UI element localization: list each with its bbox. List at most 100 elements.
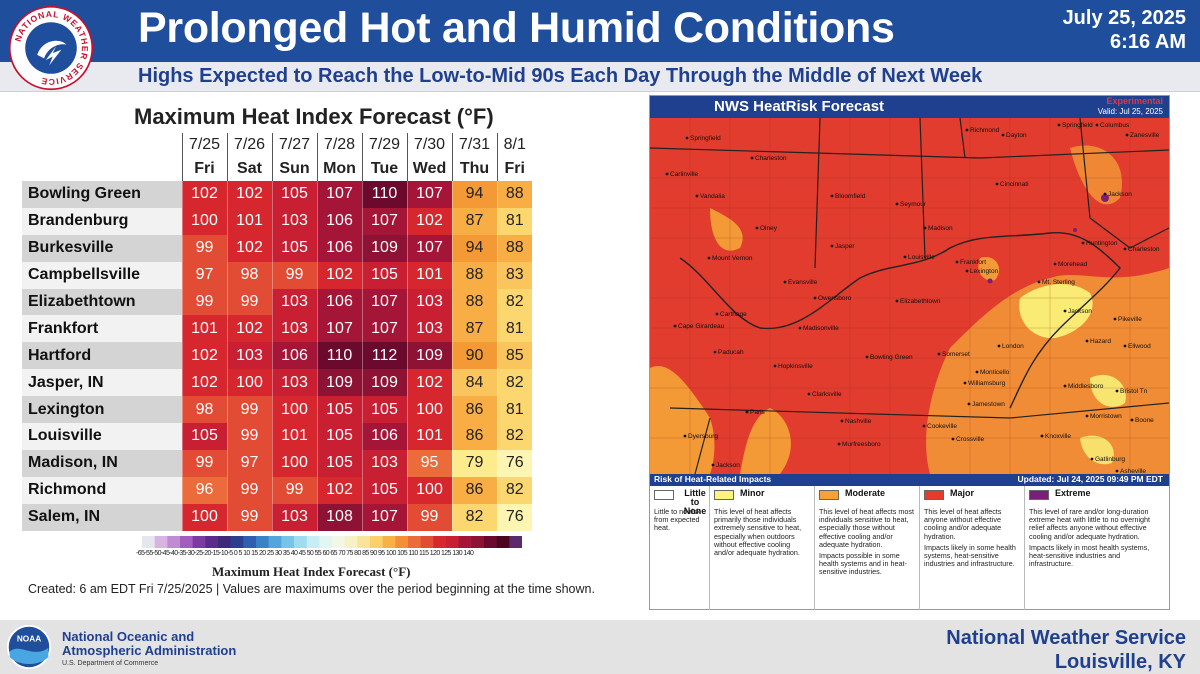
map-city-label: Evansville: [788, 279, 818, 286]
map-valid-date: Valid: Jul 25, 2025: [1097, 107, 1163, 116]
heat-index-value: 105: [271, 181, 317, 208]
legend-swatch: [1029, 490, 1049, 500]
map-title: NWS HeatRisk Forecast: [714, 98, 885, 115]
city-name: Elizabethtown: [22, 288, 182, 316]
legend-header: Minor: [712, 488, 812, 502]
heat-index-value: 99: [271, 476, 317, 504]
map-city-dot: [715, 312, 719, 316]
colorbar-swatch: [319, 536, 333, 548]
colorbar-swatch: [332, 536, 346, 548]
heat-index-value: 102: [181, 181, 227, 208]
map-city-label: Madison: [928, 225, 953, 232]
heat-index-value: 99: [226, 423, 272, 450]
map-city-label: Gatlinburg: [1095, 456, 1125, 463]
colorbar-swatch: [433, 536, 447, 548]
map-city-dot: [937, 352, 941, 356]
heat-index-value: 107: [361, 207, 407, 235]
issue-datetime: July 25, 2025 6:16 AM: [1063, 6, 1186, 54]
heat-index-value: 87: [451, 207, 497, 235]
heat-index-value: 79: [451, 449, 497, 477]
colorbar-swatch: [408, 536, 422, 548]
heat-index-value: 103: [271, 315, 317, 343]
legend-bullet: This level of heat affects most individu…: [819, 507, 914, 549]
map-city-label: Knoxville: [1045, 433, 1071, 440]
header-bar: Prolonged Hot and Humid Conditions July …: [0, 0, 1200, 62]
colorbar-swatch: [268, 536, 282, 548]
map-city-dot: [1001, 133, 1005, 137]
map-city-label: Owensboro: [818, 295, 852, 302]
map-city-dot: [1040, 434, 1044, 438]
map-city-label: Crossville: [956, 436, 985, 443]
colorbar-title: Maximum Heat Index Forecast (°F): [212, 564, 411, 579]
colorbar-swatch: [256, 536, 270, 548]
heat-index-value: 102: [316, 261, 362, 289]
map-city-dot: [903, 255, 907, 259]
map-city-dot: [997, 344, 1001, 348]
heat-index-value: 109: [361, 369, 407, 397]
heat-index-value: 106: [271, 342, 317, 370]
office-line1: National Weather Service: [946, 627, 1186, 649]
map-city-label: Madisonville: [803, 325, 839, 332]
map-city-label: Seymour: [900, 201, 927, 208]
map-city-label: Olney: [760, 225, 778, 232]
colorbar-swatch: [395, 536, 409, 548]
colorbar-swatch: [382, 536, 396, 548]
map-city-dot: [865, 355, 869, 359]
colorbar-swatch: [154, 536, 168, 548]
heat-index-value: 102: [406, 207, 452, 235]
table-row: Richmond 96 99 99 102 105 100 86 82: [22, 476, 532, 504]
map-city-dot: [813, 296, 817, 300]
day-header: Sat: [226, 157, 272, 181]
date-header: 7/30: [406, 133, 452, 157]
map-city-label: Mt. Sterling: [1042, 279, 1075, 286]
map-city-dot: [745, 410, 749, 414]
heat-index-value: 103: [406, 315, 452, 343]
date-header: 7/26: [226, 133, 272, 157]
heat-index-table: 7/25 7/26 7/27 7/28 7/29 7/30 7/31 8/1 Fri Sat Sun…: [22, 133, 532, 531]
heat-index-value: 81: [496, 396, 532, 424]
map-city-label: Pikeville: [1118, 316, 1142, 323]
colorbar-swatch: [496, 536, 510, 548]
map-bottom-bar: Risk of Heat-Related Impacts Updated: Ju…: [650, 474, 1169, 486]
map-city-dot: [1125, 133, 1129, 137]
heat-index-value: 103: [271, 503, 317, 531]
legend-item: Major This level of heat affects anyone w…: [920, 486, 1025, 610]
map-city-label: Murfreesboro: [842, 441, 881, 448]
map-city-dot: [783, 280, 787, 284]
heat-index-value: 103: [406, 288, 452, 316]
heat-index-value: 101: [226, 207, 272, 235]
heat-index-value: 84: [451, 369, 497, 397]
colorbar-swatch: [370, 536, 384, 548]
heat-index-value: 88: [496, 234, 532, 262]
map-city-label: Boone: [1135, 417, 1154, 424]
legend-header: Little to None: [652, 488, 707, 516]
map-city-dot: [1095, 123, 1099, 127]
map-city-dot: [1063, 384, 1067, 388]
map-city-label: Cookeville: [927, 423, 957, 430]
legend-swatch: [654, 490, 674, 500]
heat-index-value: 94: [451, 181, 497, 208]
map-city-dot: [685, 136, 689, 140]
map-city-label: Jamestown: [972, 401, 1005, 408]
map-city-dot: [1081, 241, 1085, 245]
heat-index-value: 100: [226, 369, 272, 397]
colorbar-swatch: [420, 536, 434, 548]
map-updated-time: Updated: Jul 24, 2025 09:49 PM EDT: [1017, 474, 1164, 484]
map-city-label: Bloomfield: [835, 193, 866, 200]
colorbar-tick-labels: -65-55-50-45-40-35-30-25-20-15-10-5 0 5 …: [136, 550, 474, 557]
noaa-name-line1: National Oceanic and: [62, 629, 195, 644]
map-city-label: Lexington: [970, 268, 999, 275]
map-city-dot: [955, 260, 959, 264]
map-city-label: Paris: [750, 409, 766, 416]
map-city-label: Cape Girardeau: [678, 323, 725, 330]
colorbar-swatch: [192, 536, 206, 548]
heat-index-value: 82: [496, 369, 532, 397]
day-header: Thu: [451, 157, 497, 181]
map-city-label: Asheville: [1120, 468, 1146, 474]
day-header: Fri: [496, 157, 532, 181]
map-city-label: Huntington: [1086, 240, 1118, 247]
heat-index-value: 103: [361, 449, 407, 477]
map-city-dot: [923, 226, 927, 230]
map-city-dot: [1113, 317, 1117, 321]
city-name: Salem, IN: [22, 503, 182, 531]
